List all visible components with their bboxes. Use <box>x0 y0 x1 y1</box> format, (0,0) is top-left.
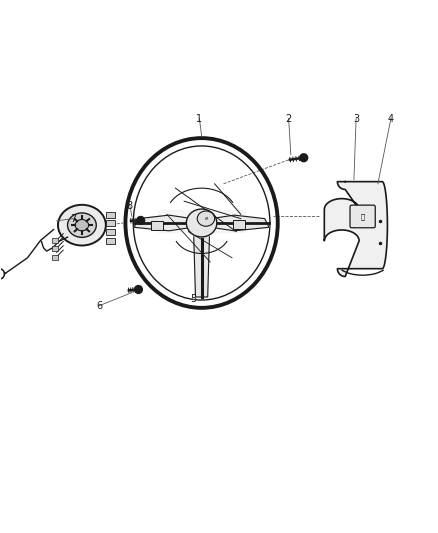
FancyBboxPatch shape <box>151 221 163 230</box>
Circle shape <box>137 216 145 224</box>
FancyBboxPatch shape <box>52 246 58 251</box>
Text: 1: 1 <box>196 114 202 124</box>
Text: 7: 7 <box>70 214 76 224</box>
Polygon shape <box>194 237 209 297</box>
FancyBboxPatch shape <box>52 255 58 260</box>
Text: 3: 3 <box>353 114 359 124</box>
FancyBboxPatch shape <box>106 229 115 235</box>
Text: 6: 6 <box>96 301 102 311</box>
Polygon shape <box>324 182 388 277</box>
Text: 🐏: 🐏 <box>360 213 365 220</box>
Text: 2: 2 <box>286 114 292 124</box>
Text: 8: 8 <box>127 200 133 211</box>
FancyBboxPatch shape <box>350 205 375 228</box>
Polygon shape <box>158 210 245 232</box>
FancyBboxPatch shape <box>106 238 115 244</box>
FancyBboxPatch shape <box>106 220 115 227</box>
Polygon shape <box>134 215 186 231</box>
Polygon shape <box>217 215 269 231</box>
Ellipse shape <box>186 209 217 237</box>
Ellipse shape <box>58 205 106 246</box>
FancyBboxPatch shape <box>106 212 115 218</box>
Text: 4: 4 <box>388 114 394 124</box>
Ellipse shape <box>197 211 215 226</box>
Ellipse shape <box>75 220 88 231</box>
FancyBboxPatch shape <box>52 238 58 243</box>
Circle shape <box>300 154 307 161</box>
Circle shape <box>134 286 142 293</box>
FancyBboxPatch shape <box>233 220 245 229</box>
Text: 5: 5 <box>190 294 196 304</box>
Text: e: e <box>204 216 208 221</box>
Ellipse shape <box>67 213 96 237</box>
